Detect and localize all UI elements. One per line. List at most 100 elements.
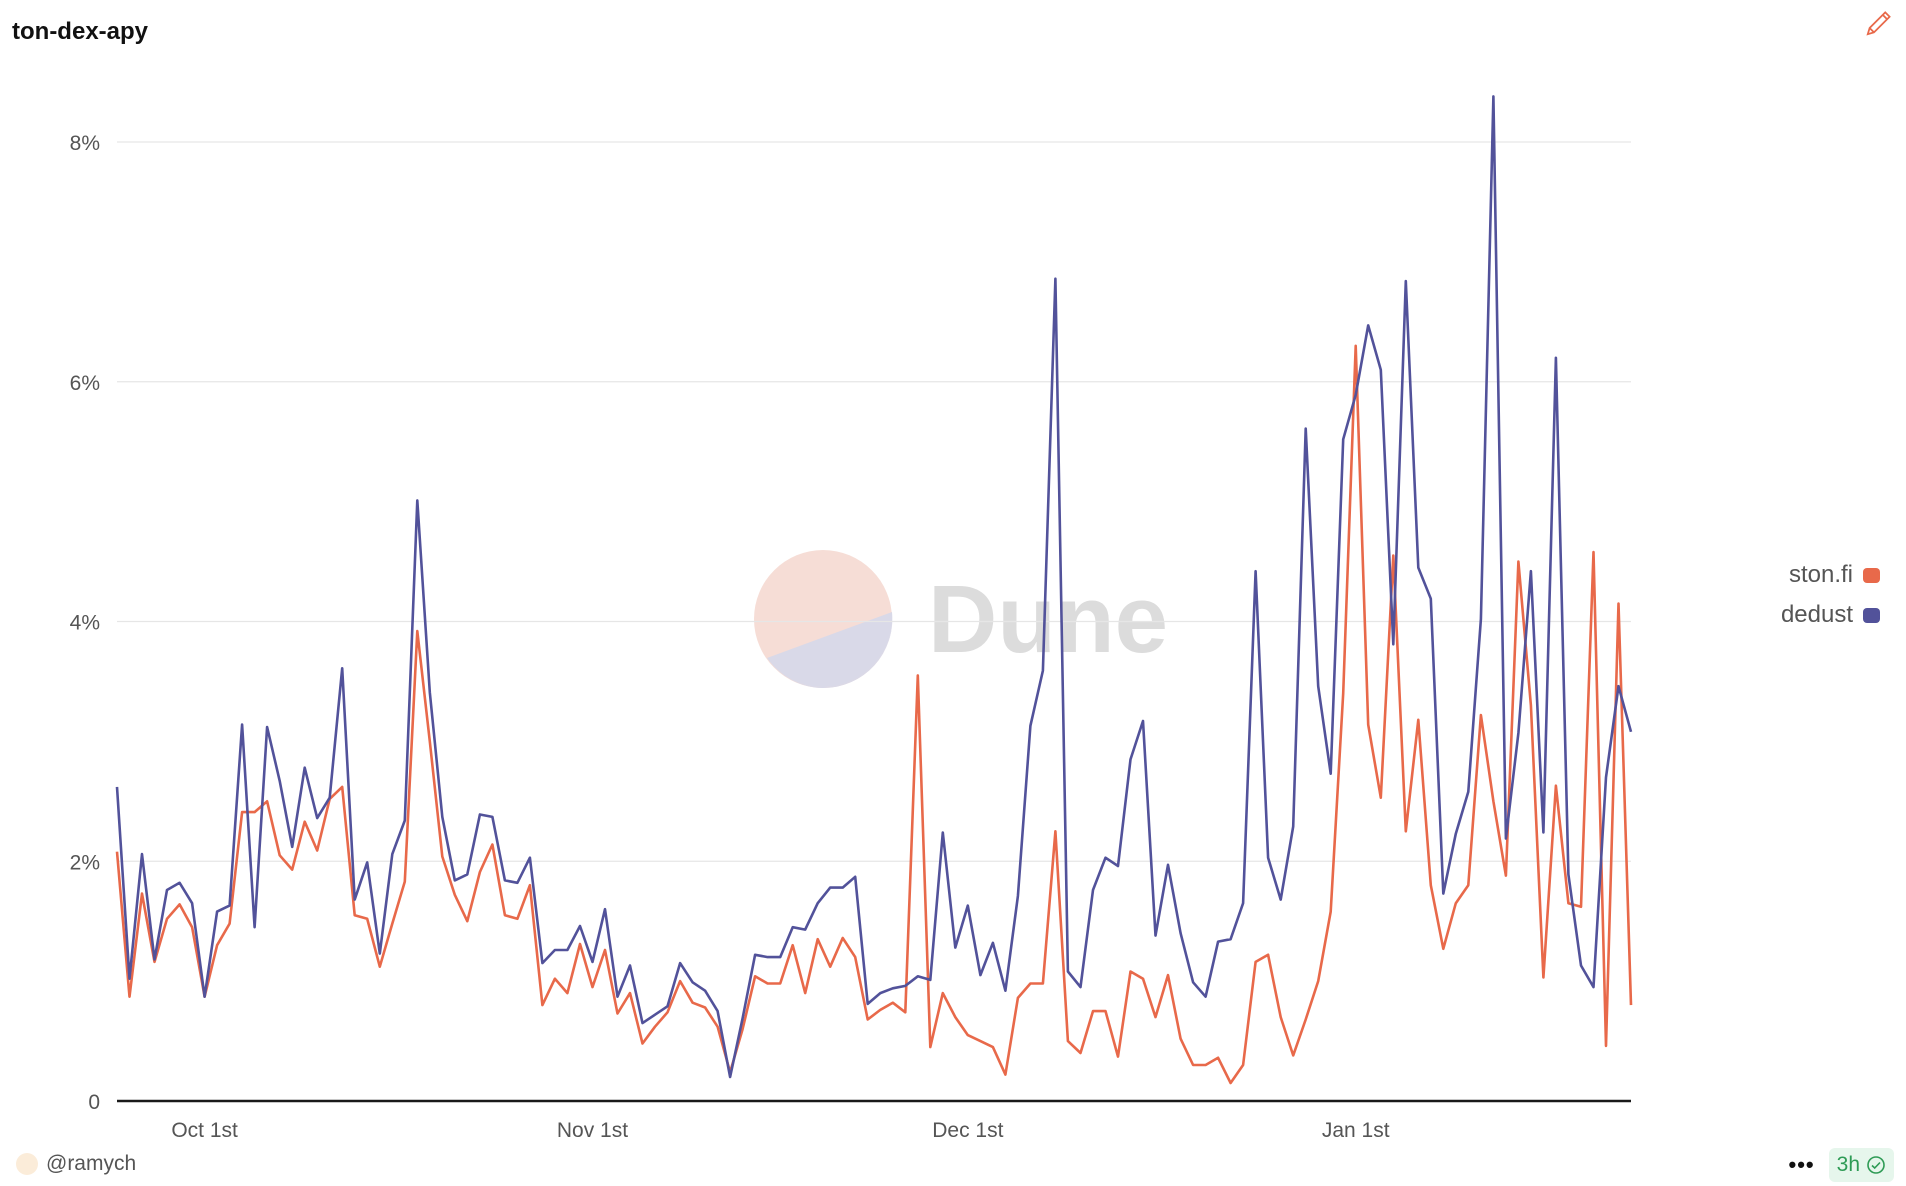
data-point-dedust[interactable] bbox=[939, 828, 947, 836]
data-point-dedust[interactable] bbox=[1302, 425, 1310, 433]
data-point-dedust[interactable] bbox=[1427, 595, 1435, 603]
data-point-dedust[interactable] bbox=[1039, 667, 1047, 675]
data-point-ston-fi[interactable] bbox=[1552, 782, 1560, 790]
data-point-ston-fi[interactable] bbox=[1402, 827, 1410, 835]
data-point-ston-fi[interactable] bbox=[476, 868, 484, 876]
data-point-ston-fi[interactable] bbox=[501, 911, 509, 919]
data-point-ston-fi[interactable] bbox=[1039, 980, 1047, 988]
data-point-ston-fi[interactable] bbox=[951, 1013, 959, 1021]
data-point-ston-fi[interactable] bbox=[1127, 968, 1135, 976]
data-point-ston-fi[interactable] bbox=[901, 1008, 909, 1016]
data-point-dedust[interactable] bbox=[151, 956, 159, 964]
data-point-ston-fi[interactable] bbox=[1377, 794, 1385, 802]
data-point-dedust[interactable] bbox=[776, 953, 784, 961]
data-point-dedust[interactable] bbox=[601, 905, 609, 913]
data-point-ston-fi[interactable] bbox=[563, 989, 571, 997]
data-point-dedust[interactable] bbox=[201, 993, 209, 1001]
data-point-ston-fi[interactable] bbox=[1001, 1071, 1009, 1079]
data-point-ston-fi[interactable] bbox=[613, 1009, 621, 1017]
data-point-ston-fi[interactable] bbox=[588, 983, 596, 991]
data-point-ston-fi[interactable] bbox=[926, 1043, 934, 1051]
data-point-dedust[interactable] bbox=[338, 664, 346, 672]
data-point-dedust[interactable] bbox=[451, 876, 459, 884]
data-point-dedust[interactable] bbox=[701, 987, 709, 995]
data-point-dedust[interactable] bbox=[1089, 886, 1097, 894]
data-point-ston-fi[interactable] bbox=[238, 808, 246, 816]
data-point-dedust[interactable] bbox=[1339, 435, 1347, 443]
data-point-ston-fi[interactable] bbox=[1026, 980, 1034, 988]
data-point-dedust[interactable] bbox=[1114, 862, 1122, 870]
data-point-ston-fi[interactable] bbox=[1164, 971, 1172, 979]
data-point-ston-fi[interactable] bbox=[1051, 827, 1059, 835]
data-point-ston-fi[interactable] bbox=[1327, 908, 1335, 916]
data-point-dedust[interactable] bbox=[563, 946, 571, 954]
data-point-dedust[interactable] bbox=[1602, 773, 1610, 781]
data-point-ston-fi[interactable] bbox=[1627, 1001, 1635, 1009]
data-point-dedust[interactable] bbox=[1352, 391, 1360, 399]
data-point-dedust[interactable] bbox=[1214, 938, 1222, 946]
data-point-ston-fi[interactable] bbox=[1277, 1013, 1285, 1021]
data-point-ston-fi[interactable] bbox=[176, 900, 184, 908]
data-point-dedust[interactable] bbox=[851, 873, 859, 881]
data-point-dedust[interactable] bbox=[914, 972, 922, 980]
data-point-dedust[interactable] bbox=[138, 850, 146, 858]
legend-item-dedust[interactable]: dedust bbox=[1781, 595, 1880, 635]
data-point-ston-fi[interactable] bbox=[1352, 342, 1360, 350]
data-point-dedust[interactable] bbox=[1152, 932, 1160, 940]
data-point-ston-fi[interactable] bbox=[126, 993, 134, 1001]
data-point-ston-fi[interactable] bbox=[251, 808, 259, 816]
data-point-dedust[interactable] bbox=[726, 1073, 734, 1081]
data-point-dedust[interactable] bbox=[1377, 366, 1385, 374]
data-point-dedust[interactable] bbox=[551, 946, 559, 954]
data-point-ston-fi[interactable] bbox=[1139, 975, 1147, 983]
data-point-ston-fi[interactable] bbox=[301, 818, 309, 826]
data-point-ston-fi[interactable] bbox=[964, 1031, 972, 1039]
data-point-ston-fi[interactable] bbox=[401, 878, 409, 886]
data-point-ston-fi[interactable] bbox=[1114, 1053, 1122, 1061]
data-point-dedust[interactable] bbox=[764, 953, 772, 961]
data-point-dedust[interactable] bbox=[1051, 275, 1059, 283]
data-point-dedust[interactable] bbox=[1627, 728, 1635, 736]
data-point-ston-fi[interactable] bbox=[388, 920, 396, 928]
data-point-dedust[interactable] bbox=[1552, 354, 1560, 362]
data-point-dedust[interactable] bbox=[1589, 983, 1597, 991]
data-point-dedust[interactable] bbox=[226, 902, 234, 910]
data-point-ston-fi[interactable] bbox=[864, 1015, 872, 1023]
data-point-dedust[interactable] bbox=[1014, 892, 1022, 900]
data-point-dedust[interactable] bbox=[238, 721, 246, 729]
data-point-ston-fi[interactable] bbox=[1364, 721, 1372, 729]
data-point-dedust[interactable] bbox=[1577, 962, 1585, 970]
data-point-ston-fi[interactable] bbox=[463, 917, 471, 925]
data-point-ston-fi[interactable] bbox=[163, 915, 171, 923]
data-point-dedust[interactable] bbox=[1539, 828, 1547, 836]
data-point-dedust[interactable] bbox=[1514, 729, 1522, 737]
data-point-ston-fi[interactable] bbox=[1214, 1054, 1222, 1062]
data-point-ston-fi[interactable] bbox=[1502, 872, 1510, 880]
data-point-dedust[interactable] bbox=[526, 854, 534, 862]
data-point-dedust[interactable] bbox=[1477, 615, 1485, 623]
data-point-ston-fi[interactable] bbox=[639, 1039, 647, 1047]
data-point-ston-fi[interactable] bbox=[426, 737, 434, 745]
data-point-dedust[interactable] bbox=[751, 951, 759, 959]
data-point-ston-fi[interactable] bbox=[1464, 881, 1472, 889]
data-point-ston-fi[interactable] bbox=[839, 934, 847, 942]
data-point-dedust[interactable] bbox=[789, 923, 797, 931]
data-point-dedust[interactable] bbox=[1127, 755, 1135, 763]
data-point-ston-fi[interactable] bbox=[1076, 1049, 1084, 1057]
data-point-dedust[interactable] bbox=[326, 794, 334, 802]
data-point-ston-fi[interactable] bbox=[1239, 1061, 1247, 1069]
data-point-dedust[interactable] bbox=[926, 976, 934, 984]
data-point-ston-fi[interactable] bbox=[276, 851, 284, 859]
data-point-ston-fi[interactable] bbox=[1589, 548, 1597, 556]
data-point-dedust[interactable] bbox=[488, 813, 496, 821]
refresh-age-badge[interactable]: 3h bbox=[1828, 1148, 1894, 1182]
data-point-ston-fi[interactable] bbox=[363, 915, 371, 923]
data-point-dedust[interactable] bbox=[163, 886, 171, 894]
data-point-ston-fi[interactable] bbox=[1152, 1013, 1160, 1021]
data-point-dedust[interactable] bbox=[588, 958, 596, 966]
data-point-ston-fi[interactable] bbox=[1477, 711, 1485, 719]
data-point-ston-fi[interactable] bbox=[538, 1001, 546, 1009]
data-point-ston-fi[interactable] bbox=[764, 980, 772, 988]
data-point-dedust[interactable] bbox=[1364, 321, 1372, 329]
data-point-dedust[interactable] bbox=[1076, 983, 1084, 991]
